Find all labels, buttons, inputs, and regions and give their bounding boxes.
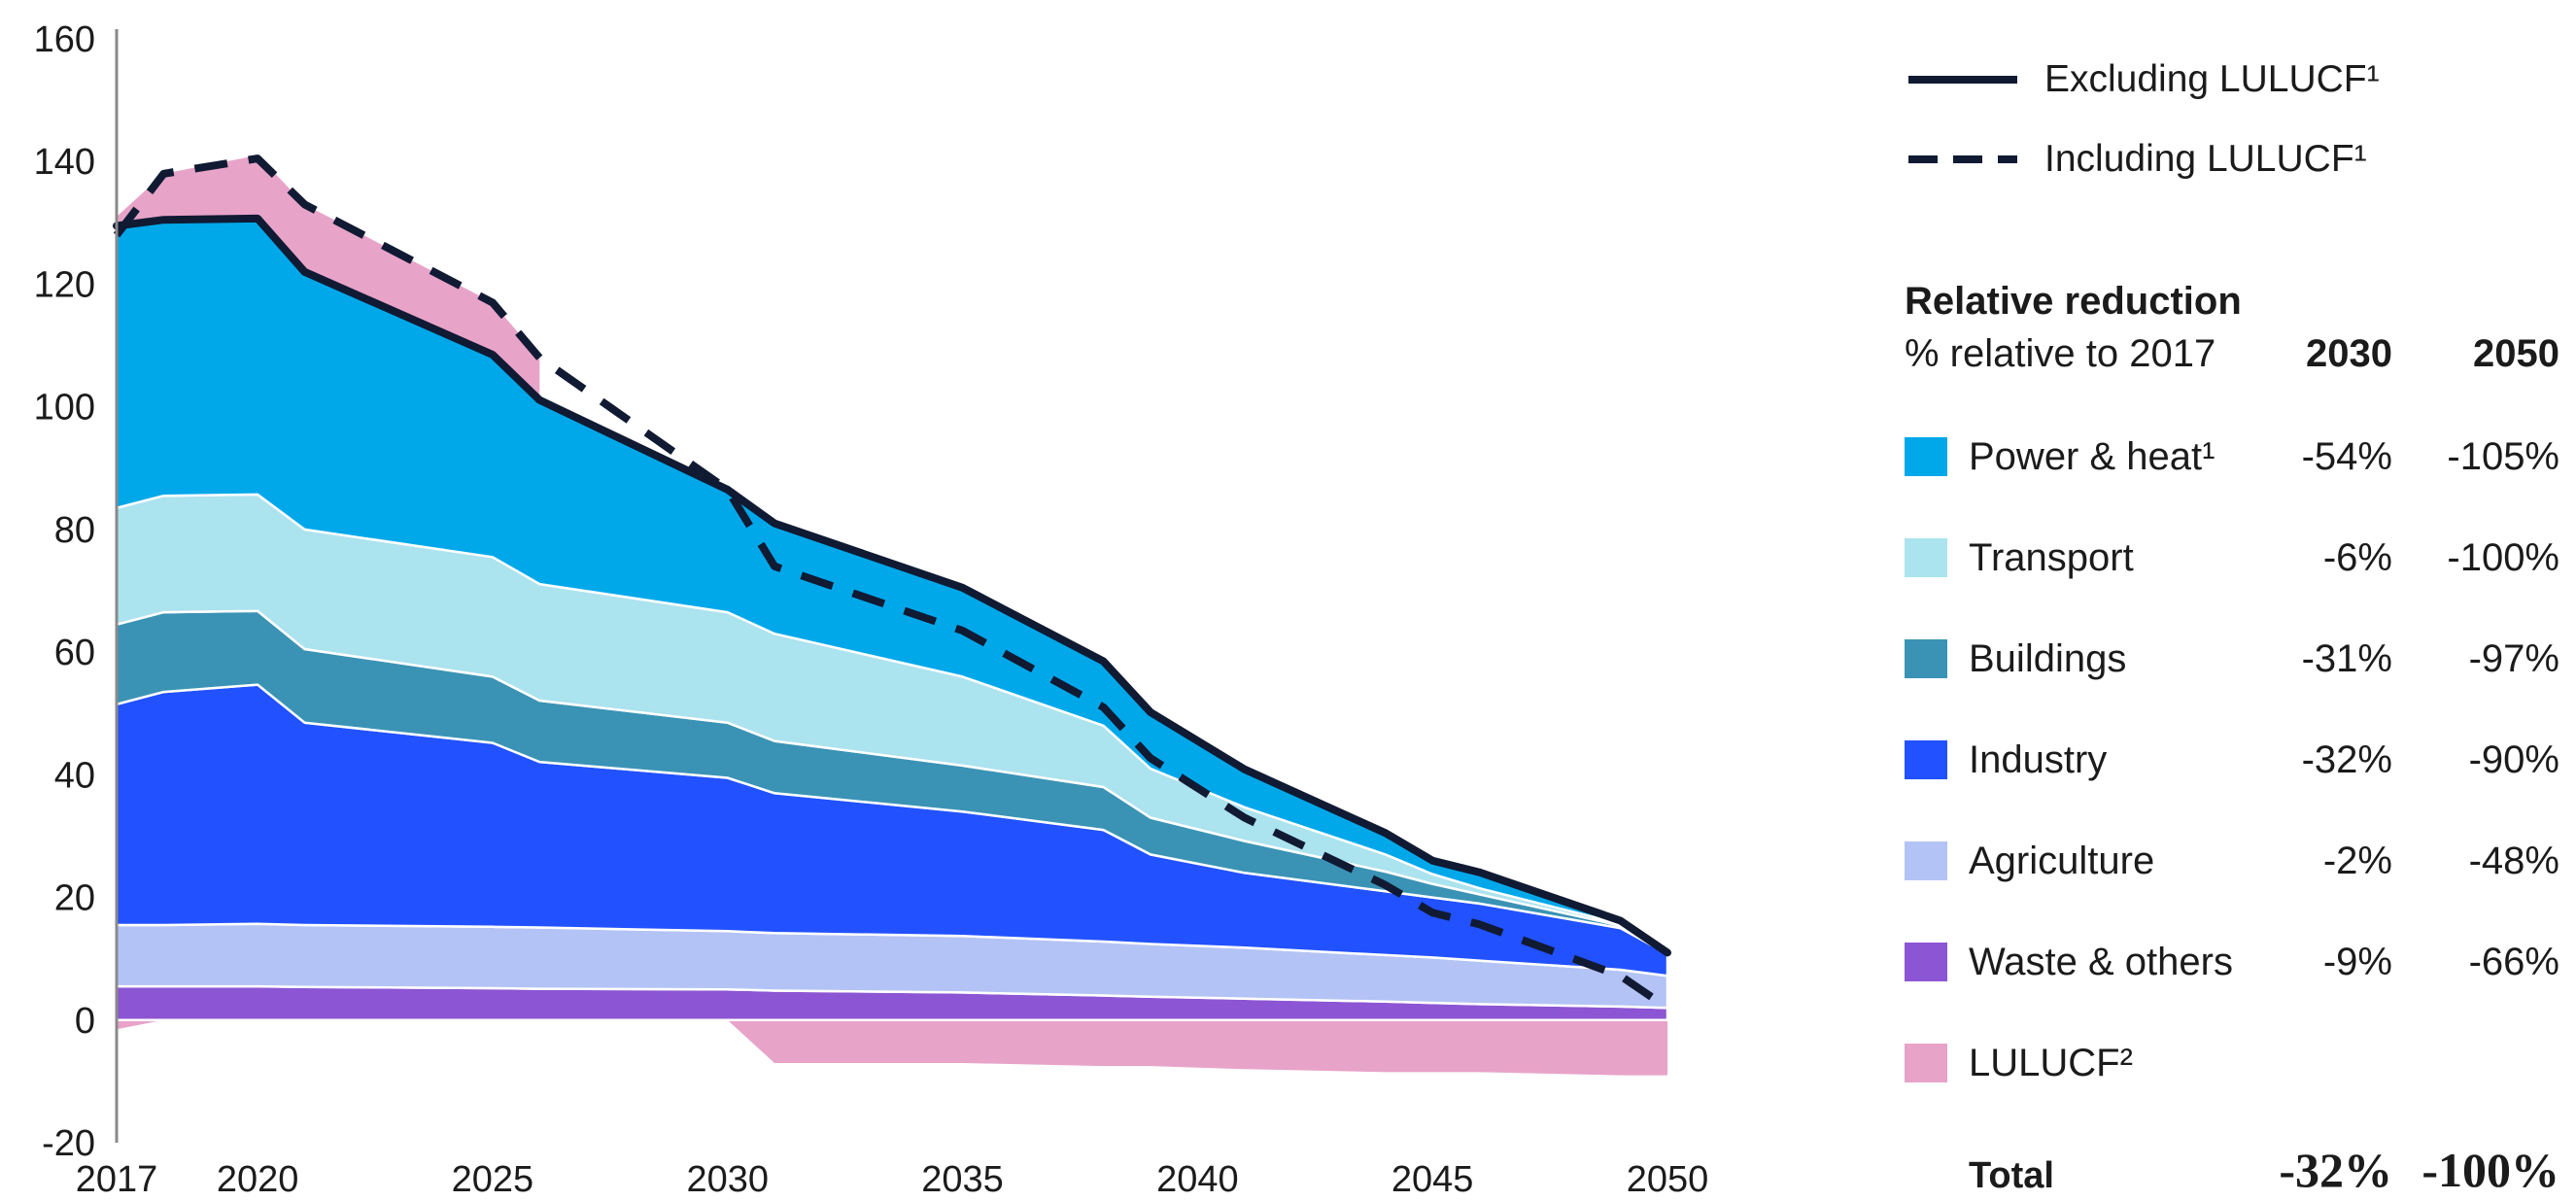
x-tick-label: 2050	[1627, 1159, 1709, 1200]
x-tick-label: 2030	[686, 1159, 769, 1200]
col-2030-header: 2030	[2306, 332, 2392, 375]
y-tick-label: 40	[54, 755, 95, 796]
legend-row-2030: -9%	[2322, 941, 2392, 983]
legend-row-2030: -6%	[2322, 536, 2392, 579]
legend-excluding-lulucf: Excluding LULUCF¹	[1905, 51, 2380, 109]
legend-swatch	[1905, 740, 1947, 779]
legend-row-label: Buildings	[1969, 637, 2127, 680]
legend-row: Power & heat¹ -54% -105%	[1905, 428, 2565, 486]
table-subheading: % relative to 2017	[1905, 332, 2216, 375]
y-tick-label: 60	[54, 633, 95, 673]
legend-row-2050: -66%	[2468, 941, 2559, 983]
y-tick-label: -20	[42, 1123, 95, 1164]
legend-row-2050: -90%	[2468, 738, 2559, 781]
legend-row-label: Transport	[1969, 536, 2134, 579]
legend-row-label: Power & heat¹	[1969, 435, 2215, 478]
x-tick-label: 2017	[76, 1159, 158, 1200]
legend-row-2050: -105%	[2447, 435, 2559, 478]
legend-row-2050: -97%	[2468, 637, 2559, 680]
legend-row-2030: -31%	[2301, 637, 2392, 680]
y-tick-label: 20	[54, 878, 95, 919]
legend-row: Transport -6% -100%	[1905, 529, 2565, 587]
x-tick-label: 2040	[1156, 1159, 1239, 1200]
legend-row-2050: -48%	[2468, 840, 2559, 882]
legend-panel: Excluding LULUCF¹ Including LULUCF¹ Rela…	[1905, 39, 2565, 1197]
legend-row-2030: -2%	[2322, 840, 2392, 882]
legend-row-2050: -100%	[2447, 536, 2559, 579]
total-2050: -100%	[2421, 1143, 2559, 1197]
legend-row-label: Industry	[1969, 738, 2108, 781]
including-lulucf-line	[113, 154, 1670, 1012]
legend-row-label: Waste & others	[1969, 941, 2233, 983]
y-tick-label: 160	[34, 19, 95, 60]
legend-swatch	[1905, 639, 1947, 678]
legend-swatch	[1905, 943, 1947, 981]
legend-row-2030: -32%	[2301, 738, 2392, 781]
total-row: Total -32% -100%	[1905, 1142, 2565, 1200]
y-tick-label: 120	[34, 264, 95, 305]
lulucf-negative-area	[117, 1019, 1667, 1076]
legend-swatch	[1905, 538, 1947, 577]
x-tick-label: 2035	[921, 1159, 1004, 1200]
y-tick-label: 140	[34, 142, 95, 183]
legend-swatch	[1905, 841, 1947, 880]
x-tick-label: 2045	[1391, 1159, 1474, 1200]
table-heading: Relative reduction	[1905, 280, 2242, 323]
legend-row: Agriculture -2% -48%	[1905, 832, 2565, 890]
col-2050-header: 2050	[2473, 332, 2559, 375]
solid-line-icon	[1908, 76, 2017, 84]
legend-row: Buildings -31% -97%	[1905, 630, 2565, 688]
legend-row: Industry -32% -90%	[1905, 731, 2565, 789]
legend-swatch	[1905, 437, 1947, 476]
dashed-line-icon	[1908, 155, 2017, 163]
legend-excluding-lulucf-label: Excluding LULUCF¹	[2044, 58, 2380, 100]
legend-including-lulucf-label: Including LULUCF¹	[2044, 138, 2367, 180]
x-tick-label: 2025	[452, 1159, 534, 1200]
x-tick-label: 2020	[217, 1159, 299, 1200]
y-tick-label: 100	[34, 388, 95, 429]
legend-row: LULUCF²	[1905, 1034, 2565, 1092]
legend-row-label: Agriculture	[1969, 840, 2155, 882]
total-2030: -32%	[2279, 1143, 2392, 1197]
legend-row: Waste & others -9% -66%	[1905, 933, 2565, 991]
legend-including-lulucf: Including LULUCF¹	[1905, 130, 2367, 189]
total-label: Total	[1969, 1155, 2054, 1196]
legend-swatch	[1905, 1044, 1947, 1082]
excluding-lulucf-line	[113, 214, 1671, 957]
legend-row-2030: -54%	[2301, 435, 2392, 478]
legend-row-label: LULUCF²	[1969, 1042, 2133, 1084]
y-tick-label: 0	[75, 1001, 95, 1042]
y-tick-label: 80	[54, 510, 95, 551]
